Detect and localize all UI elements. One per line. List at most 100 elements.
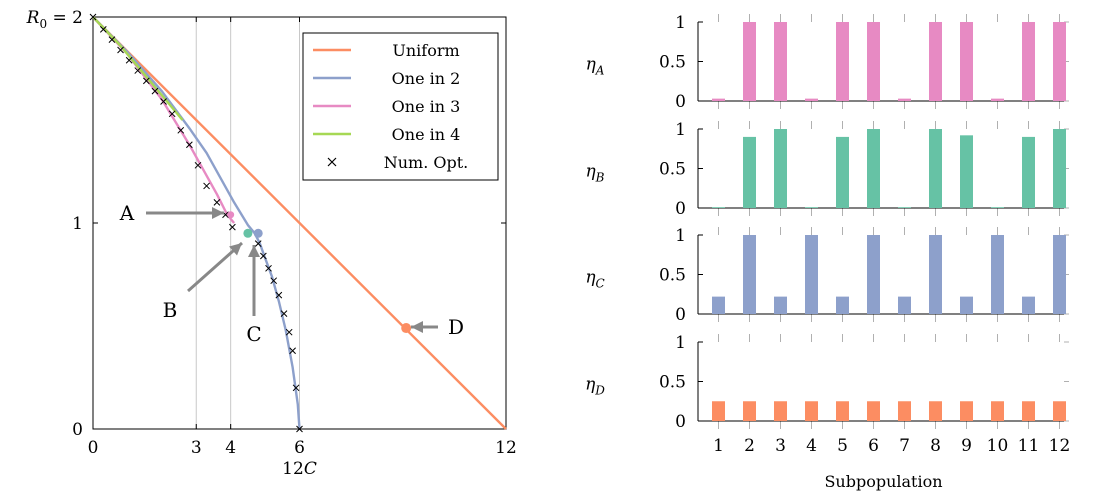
series-line-one-in-4 [92,16,184,121]
bar [929,22,942,101]
bar [712,401,725,421]
category-label: 4 [806,436,817,456]
bar [774,296,787,314]
panel-label-sub: C [596,277,605,291]
bar [1022,296,1035,314]
bar [898,296,911,314]
num-opt-marker [285,328,293,336]
bar [960,22,973,101]
num-opt-marker [99,26,107,33]
num-opt-marker [203,182,210,190]
category-label: 2 [744,436,755,456]
legend-label: Uniform [392,41,459,60]
y-top-label: R0 = 2 [26,8,83,31]
panel-label-var: η [586,55,597,75]
bar [867,235,880,314]
y-tick-label: 0 [675,305,686,325]
y-tick-label: 0.5 [659,373,686,393]
category-label: 5 [837,436,848,456]
bar-panel-d: 0 0.5 1 ηD [585,333,1069,432]
legend-label: One in 2 [392,69,461,88]
panel-label-sub: A [595,64,605,78]
arrow-b-head [229,243,242,256]
y-tick-label: 0.5 [659,53,686,73]
bar [867,22,880,101]
y-tick-label: 0.5 [659,160,686,180]
num-opt-marker [280,310,288,317]
point-b-marker [243,228,253,238]
category-label: 11 [1018,436,1040,456]
bar [1022,136,1035,208]
y-tick-label: 1 [72,214,83,234]
panel-label: ηA [586,55,605,78]
bar [991,98,1004,101]
num-opt-marker [265,264,272,272]
legend-label: One in 4 [392,125,461,144]
panel-label-sub: B [595,171,605,185]
y-tick-label: 0 [675,412,686,432]
bar-panel-c: 0 0.5 1 ηC [585,226,1069,325]
bar [774,129,787,208]
bar [929,401,942,421]
bar [867,401,880,421]
x-tick-label: 3 [191,438,202,458]
bar [960,296,973,314]
bar [898,401,911,421]
series-line-uniform [92,16,507,430]
bar [1022,401,1035,421]
bar [929,235,942,314]
num-opt-marker [194,161,202,169]
y-tick-label: 1 [675,333,686,353]
num-opt-marker [89,13,97,21]
x-axis-label-prefix: 12 [282,459,304,479]
bar [774,401,787,421]
legend-swatch-x [327,157,337,167]
bar [1053,129,1066,208]
bar [960,401,973,421]
bar [960,135,973,208]
num-opt-marker [108,36,116,44]
num-opt-marker [270,277,278,285]
x-axis-label: 12C [282,459,317,479]
arrow-d-head [411,321,423,333]
panel-label-var: η [585,268,596,288]
legend-label: Num. Opt. [384,153,469,172]
y-tick-label: 1 [675,226,686,246]
y-top-var: R [26,8,40,28]
annotation-a-label: A [119,201,135,225]
num-opt-marker [296,425,303,433]
category-label: 10 [987,436,1009,456]
y-tick-label: 1 [675,13,686,33]
category-label: 7 [899,436,910,456]
bar [774,22,787,101]
bar [743,401,756,421]
num-opt-marker [142,77,150,85]
x-tick-label: 12 [495,438,517,458]
x-tick-label: 6 [294,438,305,458]
legend-label: One in 3 [392,97,461,116]
category-label: 6 [868,436,879,456]
bar [1053,22,1066,101]
num-opt-marker [213,199,221,206]
panel-label: ηC [585,268,604,291]
y-top-sub: 0 [39,17,47,31]
bar [1053,401,1066,421]
legend: Uniform One in 2 One in 3 One in 4 Num. Opt. [302,32,499,181]
bar [991,207,1004,208]
bar [929,129,942,208]
num-opt-marker [151,87,159,95]
x-axis-label-var: C [304,459,317,479]
annotation-d-label: D [448,315,464,339]
x-tick-label: 0 [88,438,99,458]
arrow-c-head [248,245,260,257]
bar [898,207,911,208]
y-tick-label: 1 [675,120,686,140]
arrow-a-head [212,207,224,219]
y-tick-label: 0 [675,92,686,112]
category-label: 9 [961,436,972,456]
y-tick-label: 0 [72,420,83,440]
num-opt-marker [177,126,185,134]
bar [805,401,818,421]
